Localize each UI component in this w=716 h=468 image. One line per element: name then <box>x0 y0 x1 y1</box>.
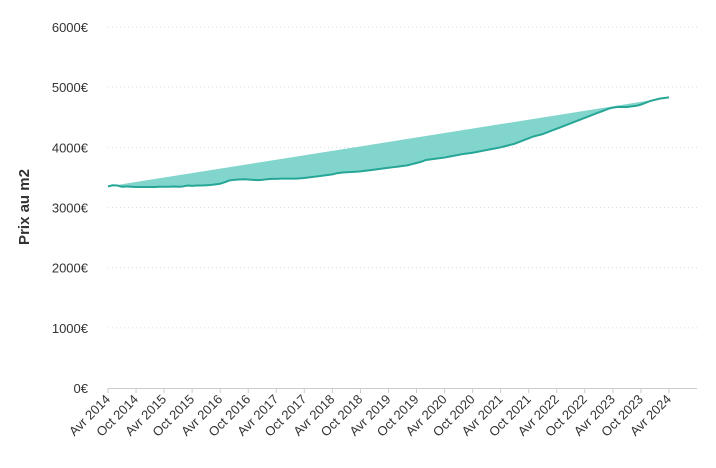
y-axis-ticks: 0€ 1000€ 2000€ 3000€ 4000€ 5000€ 6000€ <box>52 20 89 396</box>
area-layer <box>107 96 697 389</box>
y-tick-label: 3000€ <box>52 201 89 216</box>
y-tick-label: 1000€ <box>52 321 89 336</box>
price-area-fill <box>108 97 669 188</box>
y-tick-label: 4000€ <box>52 140 89 155</box>
y-axis-title: Prix au m2 <box>16 169 33 245</box>
y-tick-label: 6000€ <box>52 20 89 35</box>
y-tick-label: 0€ <box>74 381 89 396</box>
price-series-line <box>107 96 670 189</box>
y-tick-label: 2000€ <box>52 261 89 276</box>
y-tick-label: 5000€ <box>52 80 89 95</box>
